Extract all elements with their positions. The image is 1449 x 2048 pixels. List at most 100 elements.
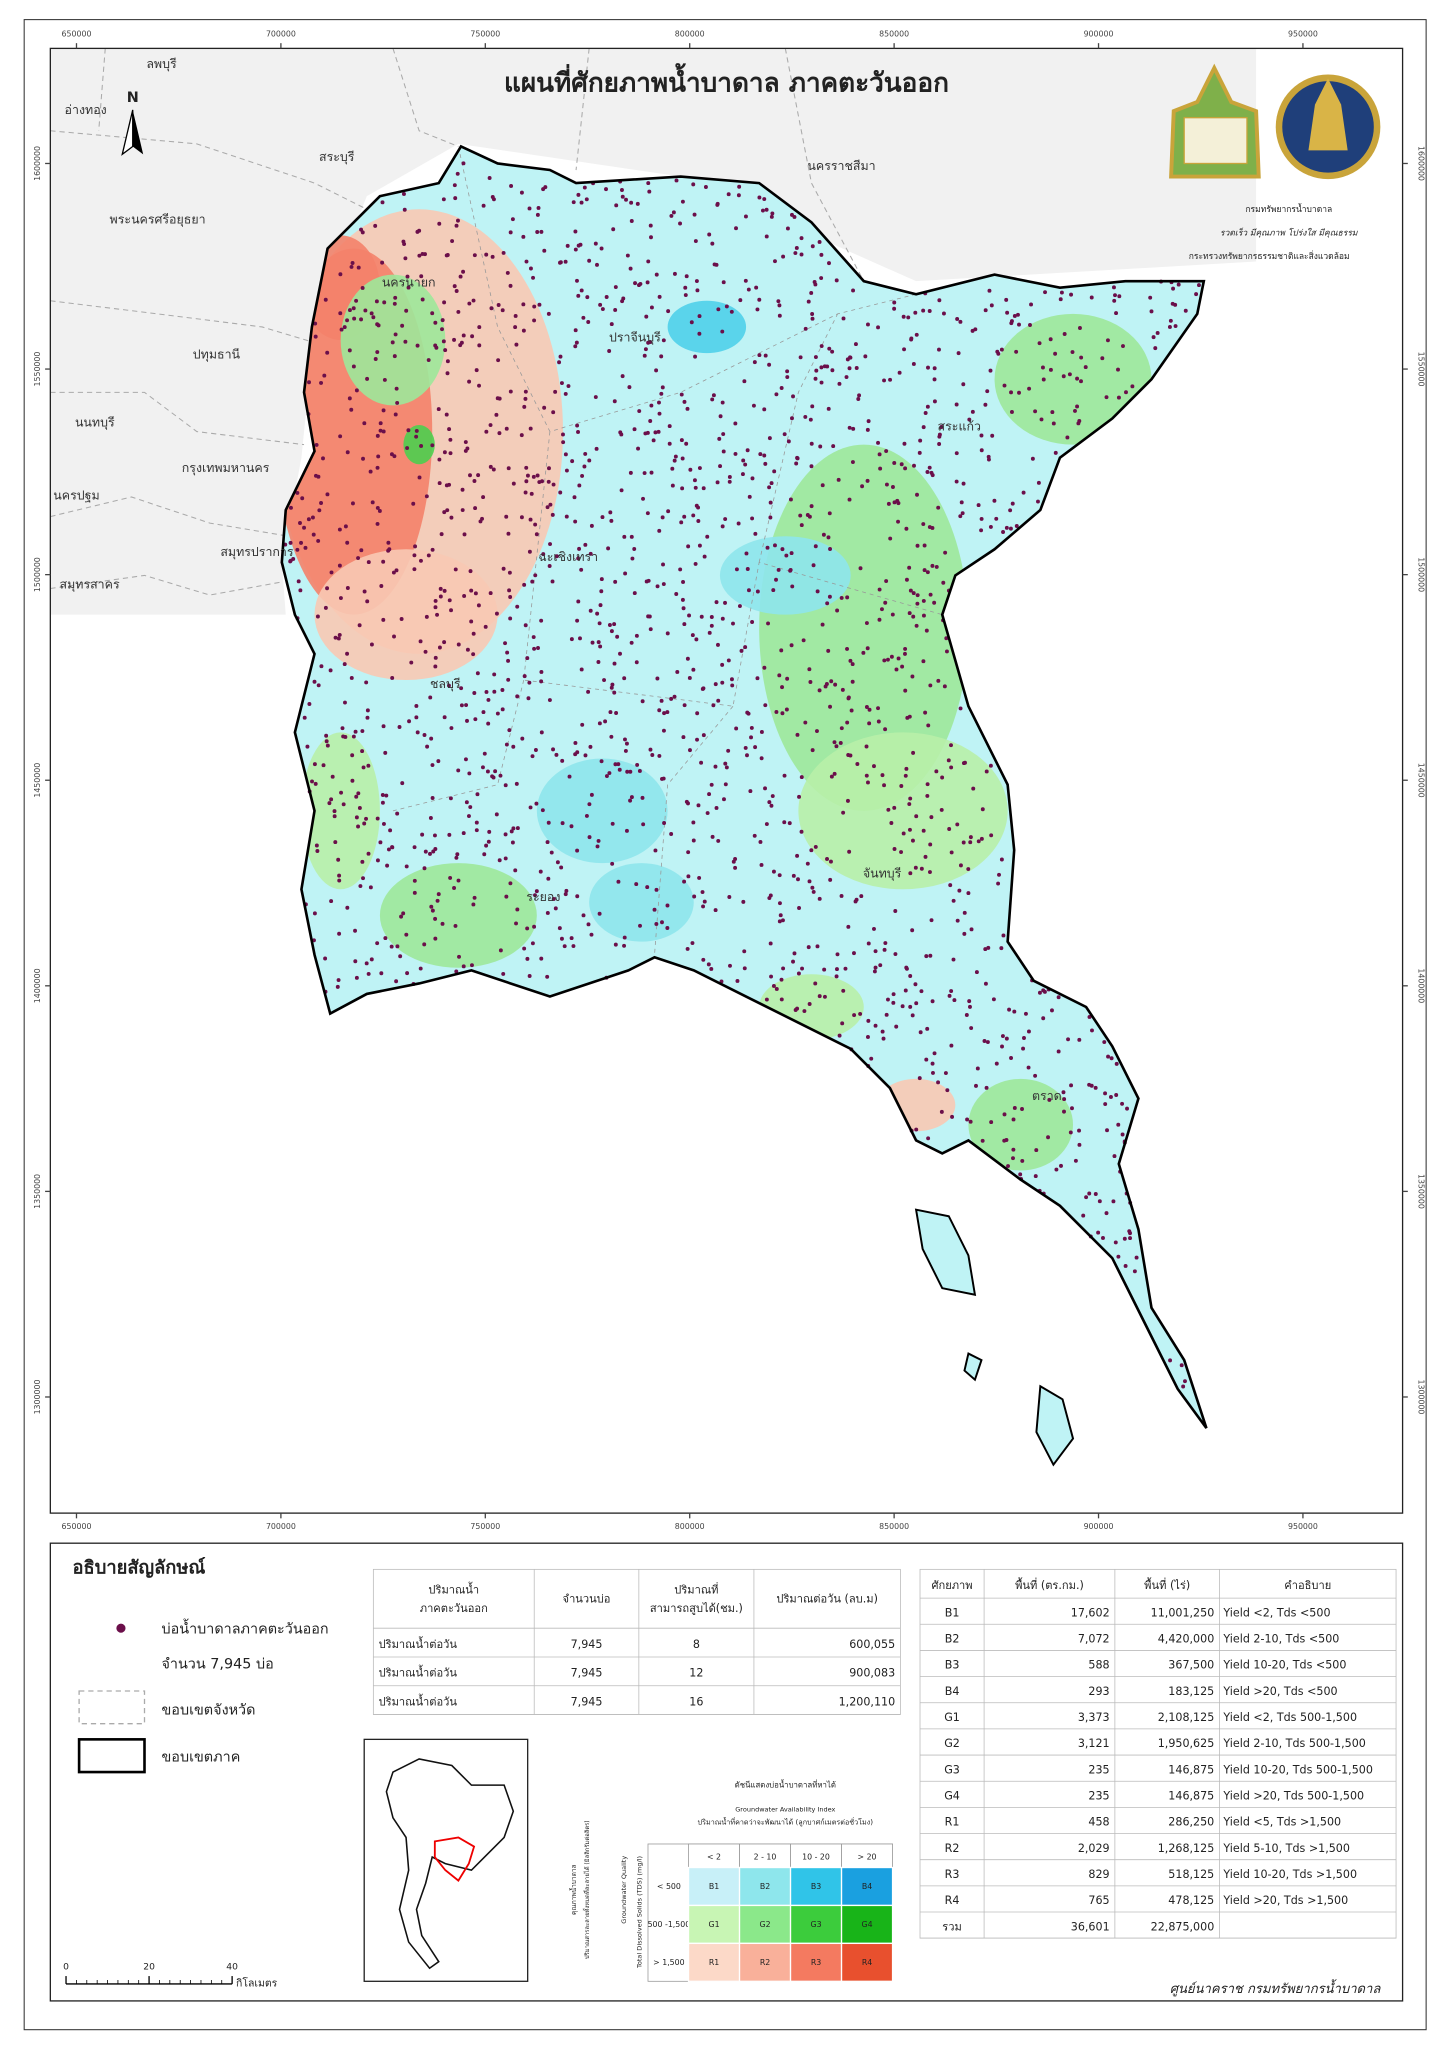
table-cell: Yield <2, Tds <500 xyxy=(1222,1606,1330,1619)
well xyxy=(378,428,383,433)
well xyxy=(747,494,752,499)
well xyxy=(1020,1107,1024,1111)
well xyxy=(573,247,578,252)
well xyxy=(949,765,954,770)
well xyxy=(1040,365,1045,370)
well xyxy=(506,658,511,663)
index-cell xyxy=(789,1942,843,1982)
well xyxy=(576,556,581,561)
well xyxy=(467,771,472,776)
province-label: สมุทรสาคร xyxy=(60,577,120,593)
well xyxy=(884,1012,889,1017)
well xyxy=(906,315,911,320)
well xyxy=(616,879,621,884)
table-cell: 235 xyxy=(1088,1763,1109,1776)
well xyxy=(312,679,317,684)
table-cell: 8 xyxy=(693,1638,700,1651)
well xyxy=(589,792,594,797)
table-cell: 7,945 xyxy=(571,1638,603,1651)
well xyxy=(573,229,578,234)
well xyxy=(515,907,520,912)
well xyxy=(393,295,398,300)
well xyxy=(442,715,447,720)
well xyxy=(522,582,527,587)
well xyxy=(752,833,757,838)
well xyxy=(356,265,361,270)
well xyxy=(528,426,533,431)
table-cell: B4 xyxy=(945,1685,960,1698)
well xyxy=(890,485,895,489)
well xyxy=(751,403,756,408)
well xyxy=(720,616,725,621)
well xyxy=(697,543,702,548)
well xyxy=(470,334,475,339)
well xyxy=(503,783,508,788)
well xyxy=(452,337,457,342)
well xyxy=(939,425,944,429)
well xyxy=(769,803,774,808)
well xyxy=(433,605,438,610)
well xyxy=(513,868,518,873)
well xyxy=(465,718,469,723)
well xyxy=(551,482,556,487)
well xyxy=(1083,365,1088,370)
well xyxy=(570,459,575,464)
table-cell: 183,125 xyxy=(1168,1685,1214,1698)
well xyxy=(508,283,513,288)
well xyxy=(548,502,553,507)
well xyxy=(377,508,382,513)
well xyxy=(1194,292,1199,297)
well xyxy=(661,562,665,567)
well xyxy=(1062,1097,1067,1102)
well xyxy=(645,885,650,890)
well xyxy=(872,926,876,931)
well xyxy=(941,311,946,316)
well xyxy=(1016,312,1020,317)
index-cell xyxy=(687,1904,741,1945)
well xyxy=(546,820,551,825)
well xyxy=(886,501,891,506)
well xyxy=(819,344,824,349)
well xyxy=(361,765,366,770)
well xyxy=(848,753,853,758)
y-tick-label: 1350000 xyxy=(1416,1174,1425,1209)
well xyxy=(734,567,739,572)
well xyxy=(686,850,691,855)
well xyxy=(743,462,748,467)
well xyxy=(717,436,722,441)
well xyxy=(984,1085,989,1090)
well xyxy=(790,584,795,589)
well xyxy=(697,314,702,319)
well xyxy=(614,203,619,208)
well xyxy=(755,307,760,312)
well xyxy=(420,832,425,837)
well xyxy=(319,380,324,385)
well xyxy=(508,230,513,235)
well xyxy=(1046,1135,1051,1140)
well xyxy=(767,896,772,901)
well xyxy=(779,997,784,1002)
zone xyxy=(379,863,537,968)
well xyxy=(649,470,654,475)
well xyxy=(450,239,455,243)
well xyxy=(375,350,380,355)
well xyxy=(364,961,369,966)
well xyxy=(1002,383,1007,388)
well xyxy=(415,343,420,348)
well xyxy=(420,297,425,302)
well xyxy=(426,358,431,362)
province-lines xyxy=(392,146,943,955)
y-tick-label: 1450000 xyxy=(33,763,42,798)
well xyxy=(554,752,559,757)
well xyxy=(891,1000,896,1005)
well xyxy=(828,859,833,864)
well xyxy=(490,254,495,259)
well xyxy=(666,509,671,514)
well xyxy=(471,631,476,636)
well xyxy=(531,474,536,479)
well xyxy=(337,563,342,568)
well xyxy=(923,854,928,859)
well xyxy=(734,226,738,231)
well xyxy=(632,547,637,551)
well xyxy=(1066,1037,1071,1042)
